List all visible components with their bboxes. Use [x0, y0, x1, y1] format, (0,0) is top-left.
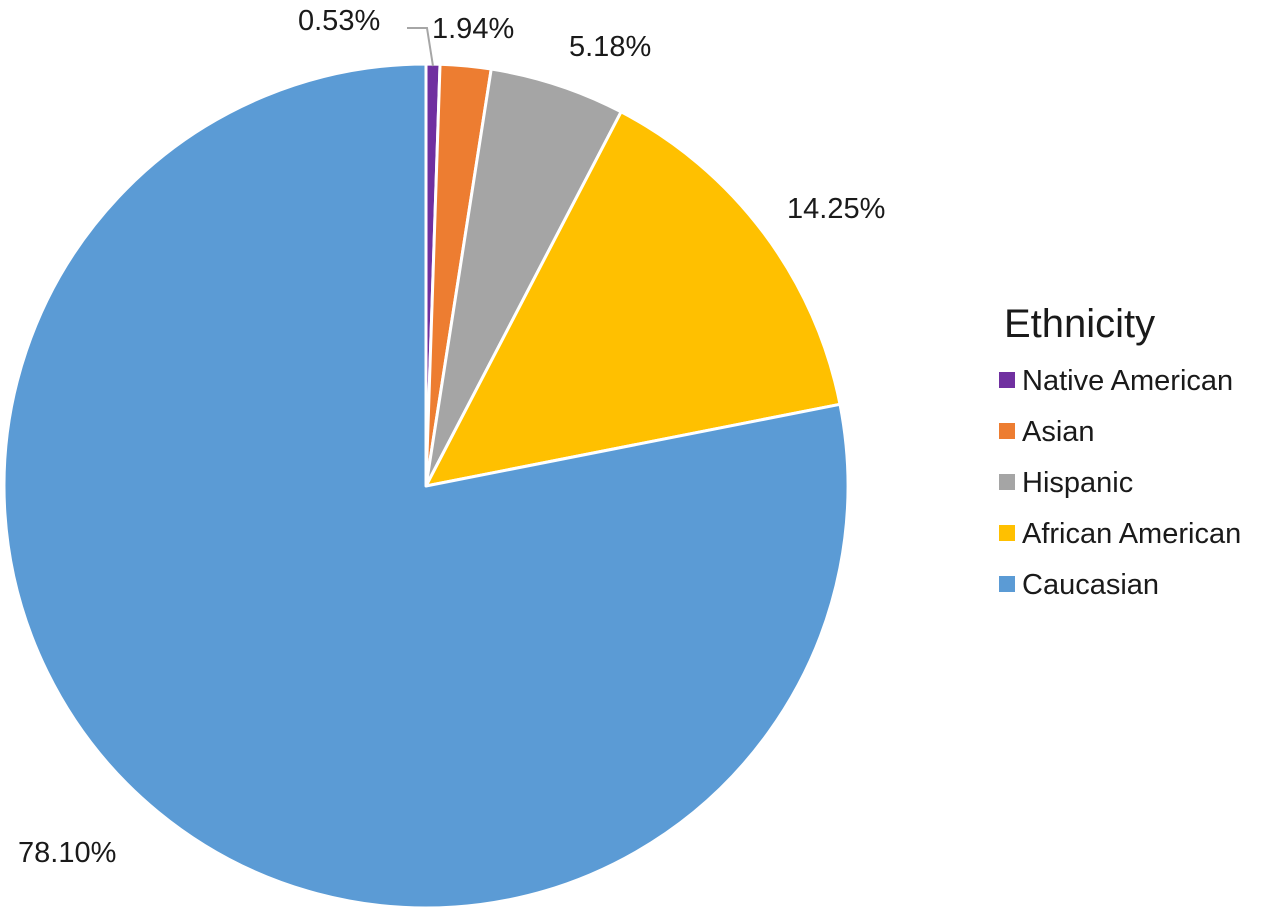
legend: Ethnicity Native American Asian Hispanic Af… — [999, 302, 1241, 601]
legend-swatch-african-american — [999, 525, 1015, 541]
data-labels: 0.53% 1.94% 5.18% 14.25% 78.10% — [18, 5, 885, 869]
legend-label-asian: Asian — [1022, 416, 1095, 448]
pie-slice-hispanic — [424, 67, 623, 488]
leader-line-native-american — [406, 27, 434, 67]
pie-slices — [2, 62, 850, 910]
legend-swatch-asian — [999, 423, 1015, 439]
data-label-hispanic: 5.18% — [569, 31, 651, 63]
pie-slice-caucasian — [2, 62, 850, 910]
legend-label-native-american: Native American — [1022, 365, 1233, 397]
legend-swatch-caucasian — [999, 576, 1015, 592]
legend-label-african-american: African American — [1022, 518, 1241, 550]
legend-title: Ethnicity — [1004, 302, 1155, 346]
data-label-asian: 1.94% — [432, 13, 514, 45]
legend-swatch-native-american — [999, 372, 1015, 388]
pie-slice-african-american — [424, 110, 842, 488]
legend-label-hispanic: Hispanic — [1022, 467, 1133, 499]
legend-swatch-hispanic — [999, 474, 1015, 490]
data-label-african-american: 14.25% — [787, 193, 885, 225]
data-label-caucasian: 78.10% — [18, 837, 116, 869]
legend-label-caucasian: Caucasian — [1022, 569, 1159, 601]
data-label-native-american: 0.53% — [298, 5, 380, 37]
